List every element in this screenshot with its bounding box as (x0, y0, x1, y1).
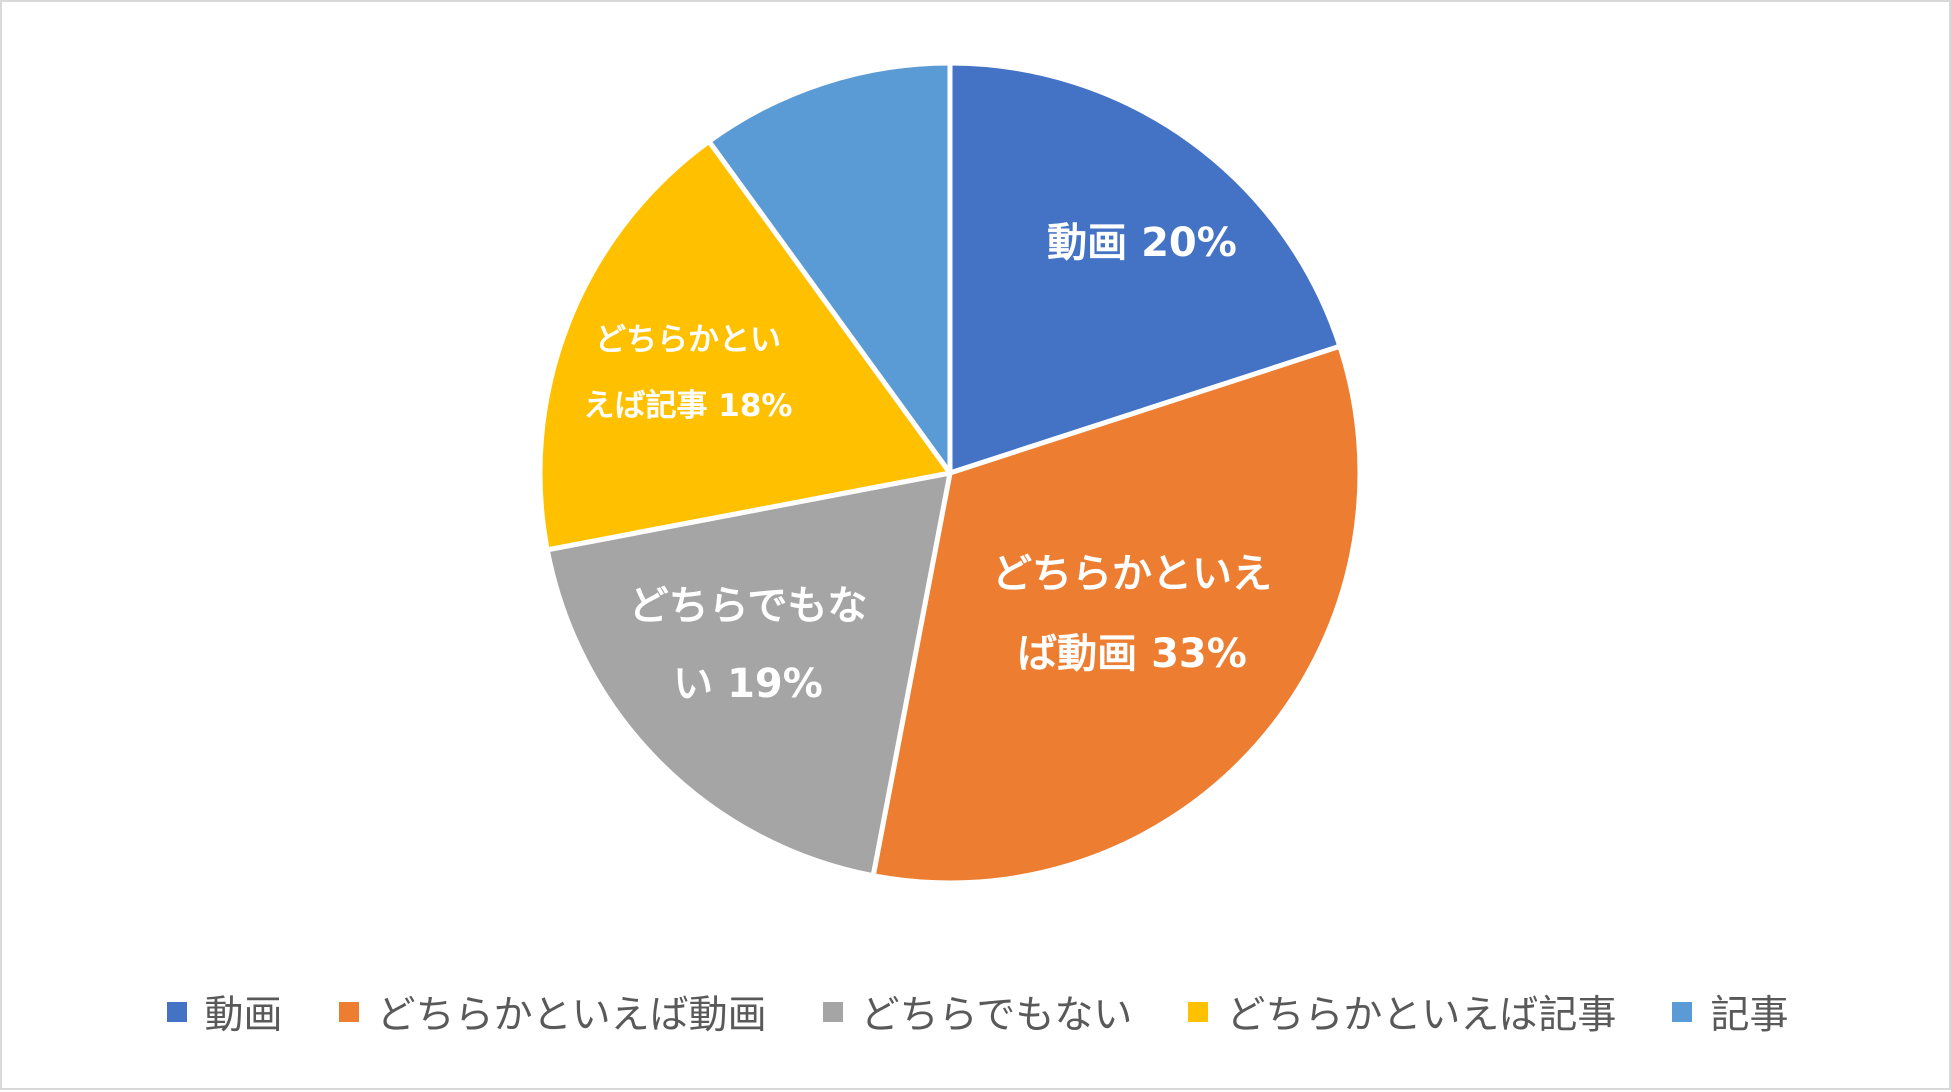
legend-item-3: どちらかといえば記事 (1188, 984, 1616, 1040)
legend-item-4: 記事 (1672, 984, 1788, 1040)
pie-slice-0 (947, 60, 1343, 476)
data-label-2: どちらでもない 19% (629, 583, 868, 707)
data-label-line: どちらかといえ (992, 551, 1272, 597)
data-label-3: どちらかといえば記事 18% (584, 322, 793, 424)
legend-item-2: どちらでもない (822, 984, 1133, 1040)
legend-label: どちらでもない (860, 993, 1133, 1038)
legend-item-0: 動画 (166, 984, 283, 1040)
pie-slice-4 (706, 60, 953, 476)
data-label-line: どちらかとい (595, 322, 781, 358)
data-label-line: い 19% (673, 661, 823, 707)
data-label-line: 動画 20% (1047, 220, 1237, 266)
legend-item-1: どちらかといえば動画 (338, 984, 767, 1040)
legend-swatch (166, 1002, 187, 1022)
legend-swatch (822, 1002, 843, 1022)
legend: 動画 どちらかといえば動画 どちらでもない どちらかといえば記事 記事 (2, 977, 1951, 1047)
data-label-1: どちらかといえば動画 33% (992, 551, 1272, 677)
legend-label: どちらかといえば記事 (1226, 993, 1617, 1038)
legend-swatch (1188, 1002, 1209, 1022)
legend-swatch (338, 1002, 359, 1022)
pie-slice-3 (537, 138, 953, 553)
legend-swatch (1672, 1002, 1693, 1022)
pie-slice-2 (544, 470, 953, 879)
legend-label: 記事 (1710, 993, 1789, 1038)
data-label-line: ば動画 33% (1017, 631, 1247, 677)
data-label-line: どちらでもな (629, 583, 868, 629)
data-label-0: 動画 20% (1047, 220, 1237, 266)
pie-slice-1 (870, 343, 1363, 886)
data-label-line: えば記事 18% (584, 388, 793, 424)
legend-label: どちらかといえば動画 (376, 993, 767, 1038)
legend-label: 動画 (204, 993, 283, 1038)
